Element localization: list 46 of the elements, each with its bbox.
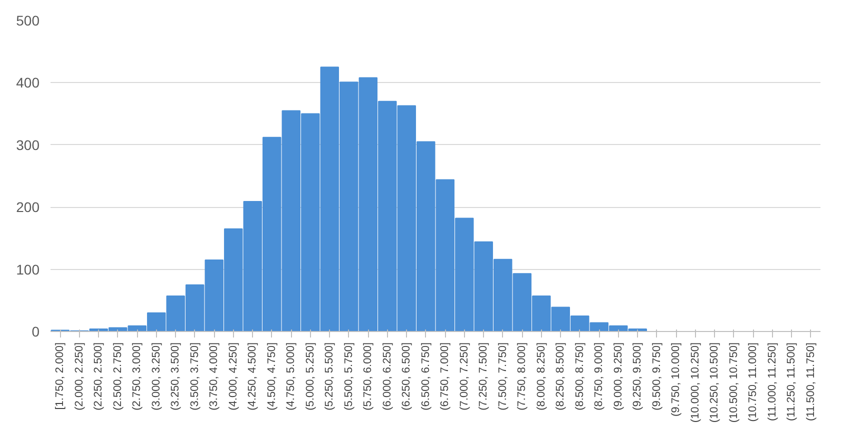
x-tick-label: (3.250, 3.500] xyxy=(170,342,182,410)
x-tick-label: (5.250, 5.500] xyxy=(324,342,336,410)
x-tick-label: (11.250, 11.500] xyxy=(786,342,798,421)
y-tick-label: 200 xyxy=(16,199,40,216)
x-tick-label: (2.250, 2.500] xyxy=(92,342,105,410)
x-tick-label: (6.000, 6.250] xyxy=(381,342,394,410)
x-tick-label: (7.000, 7.250] xyxy=(458,342,470,410)
x-tick-label: (6.750, 7.000] xyxy=(439,342,452,410)
x-tick-label: (7.500, 7.750] xyxy=(496,342,509,410)
x-tick-label: (6.500, 6.750] xyxy=(420,342,432,410)
x-tick-label: (3.750, 4.000] xyxy=(208,342,220,410)
x-tick-label: (9.250, 9.500] xyxy=(632,342,644,410)
x-tick-label: (2.000, 2.250] xyxy=(73,342,86,410)
x-tick-label: (5.000, 5.250] xyxy=(304,342,316,410)
x-tick-label: (4.000, 4.250] xyxy=(227,342,240,410)
x-tick-label: (8.250, 8.500] xyxy=(554,342,567,410)
x-tick-label: (11.000, 11.250] xyxy=(766,342,778,421)
x-tick-label: (2.750, 3.000] xyxy=(131,342,144,410)
y-tick-label: 500 xyxy=(16,12,40,28)
x-tick-label: (3.500, 3.750] xyxy=(188,342,201,410)
x-tick-label: (10.500, 10.750] xyxy=(728,342,740,423)
x-tick-label: (10.250, 10.500] xyxy=(708,342,721,423)
x-tick-label: (9.000, 9.250] xyxy=(612,342,624,410)
x-tick-label: (5.750, 6.000] xyxy=(362,342,374,410)
x-tick-label: (10.000, 10.250] xyxy=(689,342,702,423)
x-tick-label: (7.250, 7.500] xyxy=(478,342,490,410)
x-tick-label: (4.750, 5.000] xyxy=(285,342,298,410)
x-tick-label: (7.750, 8.000] xyxy=(516,342,528,410)
y-tick-label: 400 xyxy=(16,74,40,91)
x-tick-label: (9.750, 10.000] xyxy=(670,342,682,417)
x-tick-label: (4.250, 4.500] xyxy=(246,342,259,410)
x-tick-label: (4.500, 4.750] xyxy=(266,342,278,410)
x-tick-label: (5.500, 5.750] xyxy=(342,342,355,410)
x-tick-label: (10.750, 11.000] xyxy=(747,342,760,422)
x-tick-label: (3.000, 3.250] xyxy=(150,342,162,410)
x-tick-label: (8.750, 9.000] xyxy=(593,342,606,410)
y-tick-label: 300 xyxy=(16,136,40,153)
x-tick-label: [1.750, 2.000] xyxy=(54,342,66,410)
x-tick-label: (9.500, 9.750] xyxy=(650,342,663,410)
x-tick-label: (8.500, 8.750] xyxy=(574,342,586,410)
x-tick-label: (11.500, 11.750] xyxy=(804,342,817,421)
y-tick-label: 0 xyxy=(32,324,40,340)
x-tick-label: (2.500, 2.750] xyxy=(112,342,124,410)
y-tick-label: 100 xyxy=(16,261,40,278)
x-tick-label: (6.250, 6.500] xyxy=(400,342,413,410)
x-tick-label: (8.000, 8.250] xyxy=(535,342,548,410)
